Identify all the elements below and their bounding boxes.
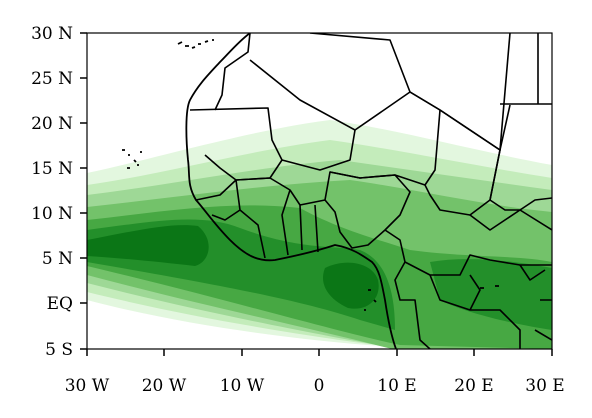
- shade-core-east: [430, 259, 552, 330]
- y-tick-label: 20 N: [31, 114, 73, 134]
- x-tick-label: 10 W: [220, 376, 265, 396]
- y-tick-label: 10 N: [31, 204, 73, 224]
- canary-islands: [177, 39, 214, 49]
- y-tick-label: 25 N: [31, 69, 73, 89]
- x-tick-labels: 30 W 20 W 10 W 0 10 E 20 E 30 E: [65, 376, 565, 396]
- x-tick-label: 30 E: [525, 376, 564, 396]
- africa-coastline: [185, 33, 397, 349]
- shaded-field: [87, 120, 552, 349]
- y-tick-label: EQ: [47, 294, 73, 314]
- x-tick-label: 20 E: [454, 376, 493, 396]
- y-tick-label: 5 N: [42, 249, 73, 269]
- border-morocco-algeria: [214, 33, 251, 111]
- border-east: [469, 199, 552, 341]
- shade-core-west: [87, 225, 209, 266]
- x-tick-label: 10 E: [377, 376, 416, 396]
- border-mauritania: [189, 107, 283, 181]
- y-tick-label: 15 N: [31, 159, 73, 179]
- y-tick-label: 30 N: [31, 24, 73, 44]
- x-tick-label: 0: [314, 376, 325, 396]
- y-ticks: [80, 32, 87, 350]
- x-ticks: [86, 349, 553, 356]
- cape-verde-islands: [122, 149, 142, 169]
- border-drc: [429, 274, 521, 349]
- border-nigeria: [324, 171, 411, 249]
- shade-core-central: [322, 262, 379, 309]
- bioko-islands: [364, 285, 499, 311]
- y-tick-labels: 30 N 25 N 20 N 15 N 10 N 5 N EQ 5 S: [31, 24, 73, 360]
- border-mali-algeria: [249, 59, 356, 171]
- x-tick-label: 30 W: [65, 376, 110, 396]
- country-borders: [122, 33, 552, 349]
- x-tick-label: 20 W: [142, 376, 187, 396]
- y-tick-label: 5 S: [45, 340, 73, 360]
- border-west-africa-interior: [195, 177, 326, 259]
- border-far-east: [519, 33, 552, 211]
